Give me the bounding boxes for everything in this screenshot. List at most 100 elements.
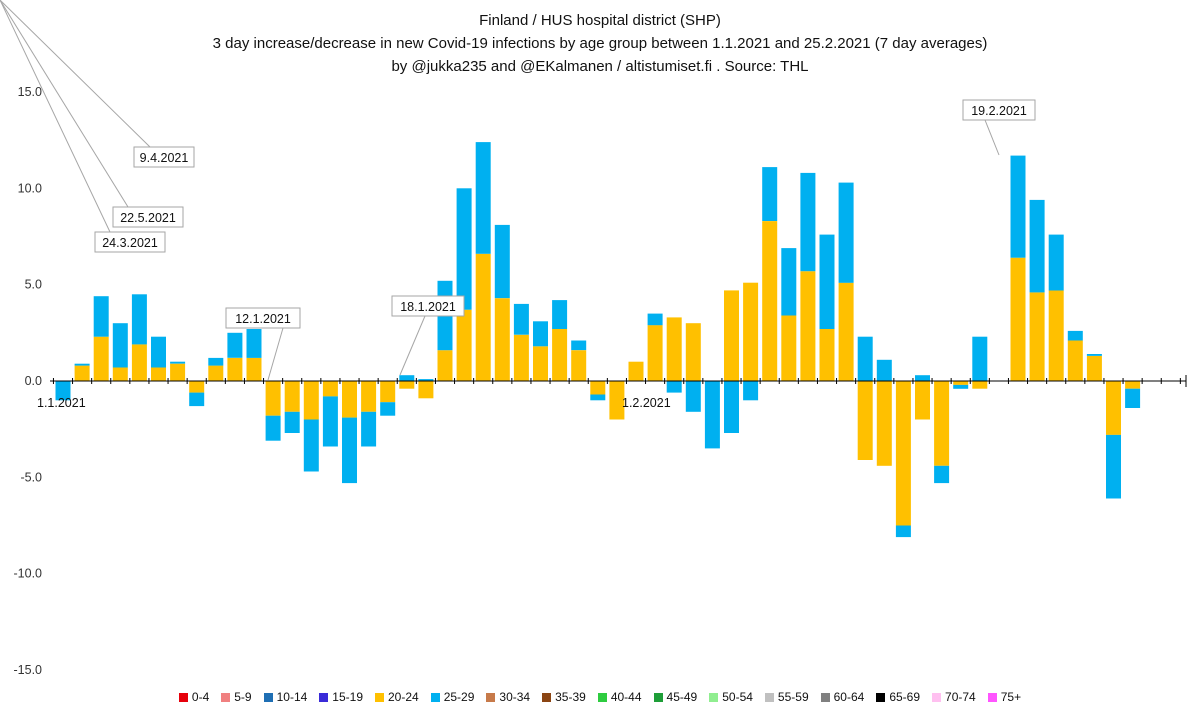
bar-25-29-18 [399, 375, 415, 381]
bar-20-24-44 [895, 381, 911, 526]
callout-leader-line [0, 0, 111, 233]
bar-25-29-44 [895, 525, 911, 538]
bar-20-24-54 [1086, 356, 1102, 381]
legend-label: 25-29 [443, 690, 475, 704]
bar-25-29-22 [475, 142, 491, 254]
bar-20-24-46 [934, 381, 950, 466]
bar-20-24-27 [571, 350, 587, 381]
legend-swatch [932, 692, 942, 702]
bar-25-29-3 [112, 323, 128, 368]
callout-label: 18.1.2021 [400, 300, 456, 314]
legend-swatch [178, 692, 188, 702]
legend-item-70-74: 70-74 [932, 690, 976, 704]
bar-25-29-46 [934, 465, 950, 484]
bar-25-29-9 [227, 332, 243, 358]
bar-20-24-51 [1029, 292, 1045, 381]
legend-swatch [319, 692, 329, 702]
legend-item-25-29: 25-29 [430, 690, 475, 704]
bar-20-24-1 [74, 365, 90, 381]
bar-20-24-24 [513, 334, 529, 381]
bar-20-24-30 [628, 361, 644, 381]
bar-25-29-4 [131, 294, 147, 345]
legend-label: 10-14 [276, 690, 308, 704]
legend-swatch [430, 692, 440, 702]
bar-20-24-8 [208, 365, 224, 381]
bar-25-29-2 [93, 296, 109, 337]
legend: 0-4 5-9 10-14 15-19 20-24 25-29 30-34 35-39 40-4… [0, 690, 1200, 704]
chart-title-line-3: by @jukka235 and @EKalmanen / altistumis… [391, 58, 809, 75]
bar-20-24-41 [838, 282, 854, 381]
callout-leader-line [267, 327, 284, 381]
bar-20-24-48 [972, 381, 988, 389]
legend-swatch [486, 692, 496, 702]
bar-20-24-25 [533, 346, 548, 381]
bar-25-29-8 [208, 357, 224, 366]
callout-box [391, 295, 465, 317]
bar-25-29-7 [189, 392, 205, 407]
bar-20-24-33 [685, 323, 701, 381]
bar-25-29-51 [1029, 199, 1045, 293]
legend-label: 35-39 [555, 690, 586, 704]
callout-leader-line [984, 119, 1000, 156]
bar-20-24-52 [1048, 290, 1064, 381]
bar-25-29-26 [552, 300, 568, 329]
bar-25-29-38 [781, 248, 797, 316]
callout-box [962, 99, 1036, 121]
bar-25-29-5 [151, 336, 166, 368]
bar-20-24-20 [437, 350, 453, 381]
bar-20-24-22 [475, 253, 491, 381]
legend-swatch [876, 692, 886, 702]
callout-leader-line [0, 0, 151, 148]
bar-20-24-18 [399, 381, 415, 389]
bar-20-24-36 [743, 282, 759, 381]
bar-25-29-13 [303, 419, 319, 472]
bar-20-24-35 [724, 290, 739, 381]
bar-20-24-7 [189, 381, 205, 393]
callout-box [133, 146, 195, 168]
legend-swatch [709, 692, 719, 702]
bar-25-29-48 [972, 336, 988, 381]
chart-title-line-2: 3 day increase/decrease in new Covid-19 … [212, 35, 988, 52]
x-date-label: 1.2.2021 [622, 396, 671, 410]
bar-20-24-23 [494, 298, 510, 381]
callout-box [94, 231, 166, 253]
bar-25-29-11 [265, 415, 281, 441]
bar-25-29-15 [342, 417, 357, 484]
bar-20-24-19 [418, 381, 434, 399]
bar-20-24-5 [151, 367, 166, 381]
y-axis-labels: 15.0 10.0 5.0 0.0 -5.0 -10.0 -15.0 [14, 85, 43, 677]
bar-25-29-24 [513, 303, 529, 335]
bar-25-29-6 [170, 361, 186, 364]
bar-20-24-15 [342, 381, 357, 418]
legend-label: 20-24 [388, 690, 419, 704]
bar-25-29-54 [1086, 354, 1102, 356]
legend-item-65-69: 65-69 [876, 690, 920, 704]
bar-20-24-3 [112, 367, 128, 381]
bar-20-24-17 [380, 381, 396, 403]
bar-20-24-50 [1010, 257, 1026, 381]
bar-20-24-11 [265, 381, 281, 416]
bar-20-24-38 [781, 315, 797, 381]
legend-label: 45-49 [666, 690, 698, 704]
bar-20-24-9 [227, 357, 243, 381]
x-date-label: 1.1.2021 [37, 396, 86, 410]
callout-label: 24.3.2021 [102, 236, 158, 250]
bar-20-24-42 [857, 381, 873, 460]
bar-20-24-29 [609, 381, 625, 420]
bar-20-24-21 [456, 309, 472, 381]
legend-label: 50-54 [722, 690, 753, 704]
legend-item-20-24: 20-24 [375, 690, 419, 704]
bar-25-29-50 [1010, 155, 1026, 258]
bar-20-24-31 [647, 325, 663, 381]
bar-25-29-12 [284, 411, 300, 433]
bar-25-29-27 [571, 340, 587, 351]
bar-20-24-16 [361, 381, 377, 412]
legend-label: 70-74 [945, 690, 976, 704]
bar-25-29-32 [666, 381, 682, 393]
bar-25-29-10 [246, 329, 262, 358]
bar-20-24-40 [819, 329, 835, 381]
bar-25-29-33 [685, 381, 701, 412]
legend-label: 30-34 [499, 690, 531, 704]
legend-label: 15-19 [332, 690, 363, 704]
